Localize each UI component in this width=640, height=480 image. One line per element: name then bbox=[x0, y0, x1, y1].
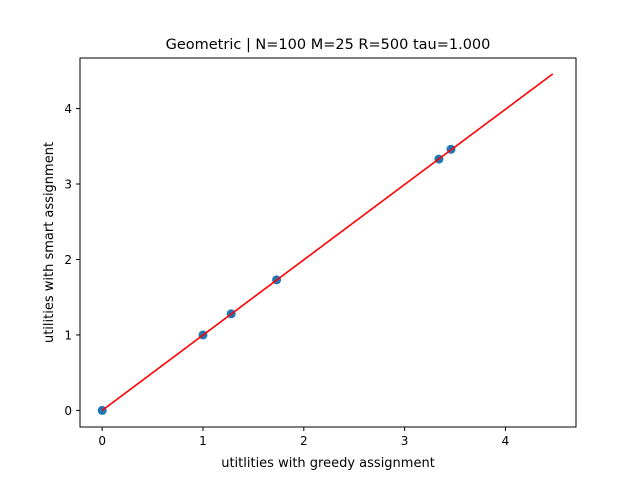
y-tick-label: 0 bbox=[64, 404, 72, 418]
y-tick-label: 3 bbox=[64, 178, 72, 192]
x-tick-label: 3 bbox=[401, 434, 409, 448]
y-tick-label: 2 bbox=[64, 253, 72, 267]
chart-title: Geometric | N=100 M=25 R=500 tau=1.000 bbox=[166, 37, 491, 53]
x-tick-label: 4 bbox=[502, 434, 510, 448]
y-tick-label: 1 bbox=[64, 328, 72, 342]
plot-area: 0 1 2 3 4 0 1 2 3 4 bbox=[64, 73, 554, 448]
x-tick-label: 0 bbox=[98, 434, 106, 448]
x-tick-label: 2 bbox=[300, 434, 308, 448]
x-axis-label: utitlities with greedy assignment bbox=[221, 456, 435, 471]
reference-line bbox=[101, 73, 554, 412]
x-tick-label: 1 bbox=[199, 434, 207, 448]
axes-frame bbox=[79, 57, 577, 428]
y-axis-label: utilities with smart assignment bbox=[42, 142, 57, 343]
y-tick-label: 4 bbox=[64, 102, 72, 116]
